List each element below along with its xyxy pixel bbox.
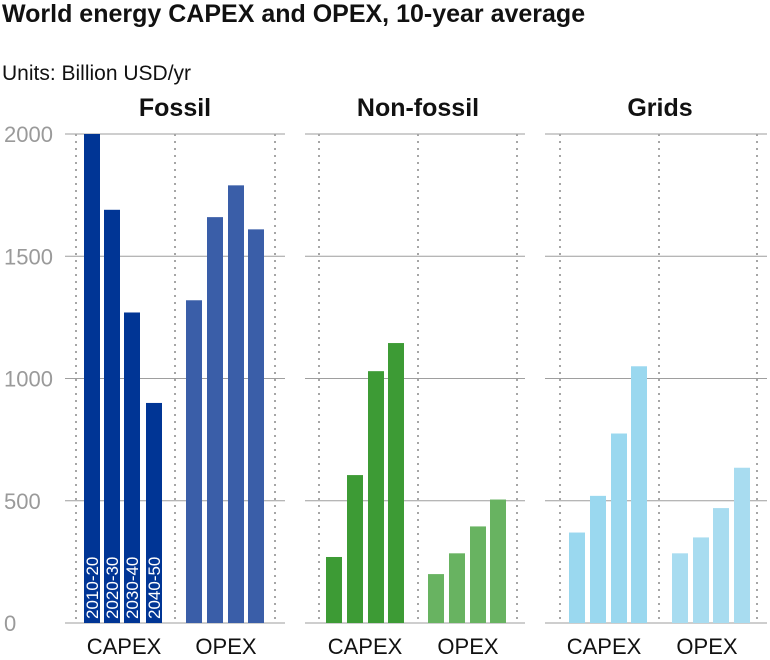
bar	[611, 433, 627, 623]
bar	[672, 553, 688, 623]
bar	[84, 134, 100, 623]
bar	[368, 371, 384, 623]
bar-period-label: 2040-50	[145, 557, 164, 619]
y-tick-label: 0	[4, 611, 16, 636]
x-category-label: OPEX	[676, 634, 737, 659]
bar-period-label: 2020-30	[103, 557, 122, 619]
y-tick-label: 2000	[4, 122, 53, 147]
bar	[590, 495, 606, 623]
bar	[428, 574, 444, 623]
bar	[146, 402, 162, 623]
panel-title: Fossil	[139, 94, 211, 122]
bar	[186, 300, 202, 623]
bar-period-label: 2010-20	[83, 557, 102, 619]
bar	[569, 532, 585, 623]
bar	[228, 185, 244, 623]
x-category-label: OPEX	[437, 634, 498, 659]
panel-title: Non-fossil	[357, 94, 479, 122]
bar	[449, 553, 465, 623]
y-tick-label: 500	[4, 489, 41, 514]
x-category-label: CAPEX	[567, 634, 642, 659]
bar	[207, 217, 223, 623]
bar	[734, 467, 750, 623]
bar	[326, 556, 342, 623]
panel-title: Grids	[627, 94, 692, 122]
units-label: Units: Billion USD/yr	[2, 62, 192, 85]
bar	[388, 343, 404, 623]
bar	[713, 508, 729, 623]
x-category-label: CAPEX	[328, 634, 403, 659]
bar	[124, 312, 140, 623]
y-tick-label: 1500	[4, 244, 53, 269]
bar	[347, 475, 363, 623]
bar	[693, 537, 709, 623]
bar-period-label: 2030-40	[123, 557, 142, 619]
bar	[248, 229, 264, 624]
y-tick-label: 1000	[4, 367, 53, 392]
bar	[490, 499, 506, 623]
bar	[470, 526, 486, 623]
x-category-label: OPEX	[195, 634, 256, 659]
chart-title: World energy CAPEX and OPEX, 10-year ave…	[2, 0, 586, 28]
x-category-label: CAPEX	[87, 634, 162, 659]
bar	[631, 366, 647, 623]
bar	[104, 209, 120, 624]
